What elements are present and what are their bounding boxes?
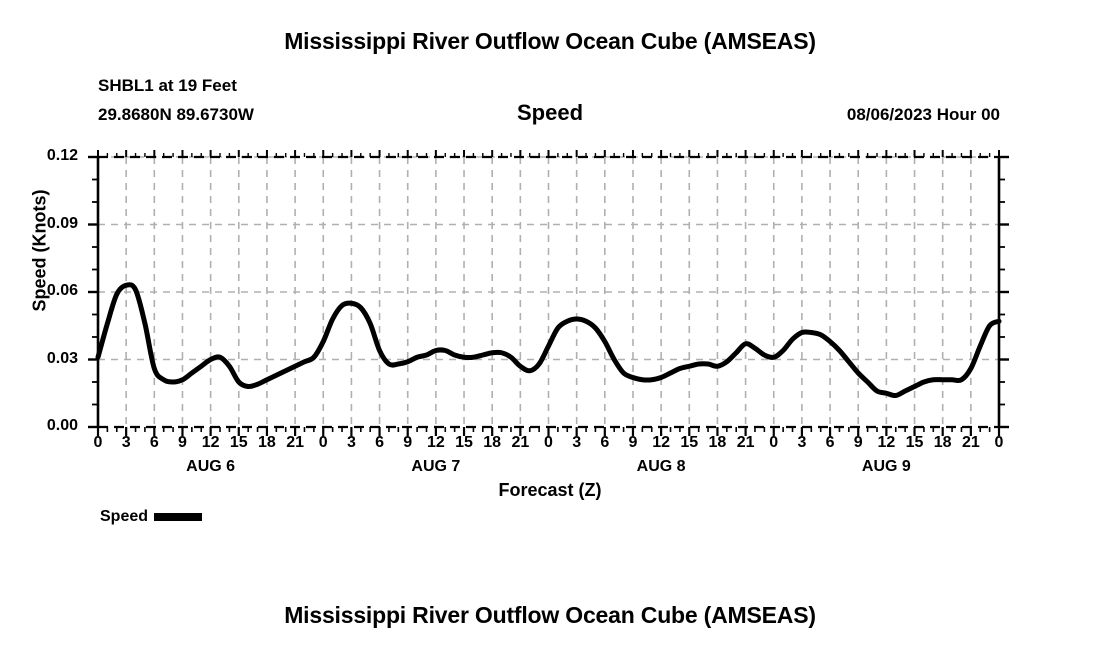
y-tick-label: 0.06 [46, 282, 78, 299]
x-tick-label: 3 [121, 434, 131, 451]
y-tick-label: 0.12 [46, 147, 78, 164]
x-tick-label: 9 [853, 434, 863, 451]
x-tick-label: 6 [600, 434, 610, 451]
day-label: AUG 9 [861, 458, 911, 475]
x-tick-label: 12 [652, 434, 671, 451]
x-tick-label: 0 [93, 434, 103, 451]
x-tick-label: 0 [769, 434, 779, 451]
x-tick-label: 3 [797, 434, 807, 451]
x-tick-label: 21 [511, 434, 530, 451]
coordinates-label: 29.8680N 89.6730W [98, 105, 254, 124]
x-tick-label: 15 [229, 434, 248, 451]
x-tick-label: 21 [286, 434, 304, 451]
x-tick-label: 0 [994, 434, 1004, 451]
legend-label: Speed [100, 508, 149, 525]
parameter-label: Speed [516, 100, 584, 125]
x-tick-label: 3 [346, 434, 356, 451]
y-tick-label: 0.00 [46, 417, 78, 434]
x-tick-label: 15 [905, 434, 924, 451]
x-axis-label: Forecast (Z) [498, 480, 602, 500]
x-tick-label: 15 [455, 434, 473, 451]
x-tick-label: 9 [178, 434, 187, 451]
run-date-label: 08/06/2023 Hour 00 [846, 105, 1000, 124]
day-label: AUG 8 [636, 458, 686, 475]
x-tick-label: 18 [708, 434, 727, 451]
x-tick-label: 6 [375, 434, 385, 451]
x-tick-label: 0 [318, 434, 328, 451]
day-label: AUG 6 [186, 458, 236, 475]
page-title-top: Mississippi River Outflow Ocean Cube (AM… [284, 28, 816, 54]
y-tick-label: 0.09 [46, 214, 78, 232]
x-tick-label: 18 [483, 434, 502, 451]
x-tick-label: 12 [201, 434, 220, 451]
page-title-bottom: Mississippi River Outflow Ocean Cube (AM… [284, 602, 816, 628]
x-tick-label: 15 [680, 434, 699, 451]
legend-line-swatch [154, 513, 203, 521]
y-tick-label: 0.03 [46, 349, 78, 367]
x-tick-label: 12 [877, 434, 896, 451]
gridlines [98, 156, 999, 427]
x-tick-label: 12 [426, 434, 445, 451]
x-tick-label: 3 [572, 434, 582, 451]
day-label: AUG 7 [411, 458, 461, 475]
axis-ticks [88, 150, 1009, 436]
x-tick-label: 0 [544, 434, 553, 451]
data-series [95, 282, 1002, 399]
x-tick-label: 9 [628, 434, 638, 451]
x-tick-label: 18 [258, 434, 276, 451]
x-tick-label: 9 [403, 434, 413, 451]
x-tick-label: 21 [961, 434, 980, 451]
station-label: SHBL1 at 19 Feet [98, 76, 237, 95]
x-tick-label: 21 [736, 434, 755, 451]
x-tick-label: 6 [825, 434, 835, 451]
x-tick-label: 18 [933, 434, 952, 451]
legend: Speed [100, 508, 203, 526]
x-tick-label: 6 [149, 434, 159, 451]
